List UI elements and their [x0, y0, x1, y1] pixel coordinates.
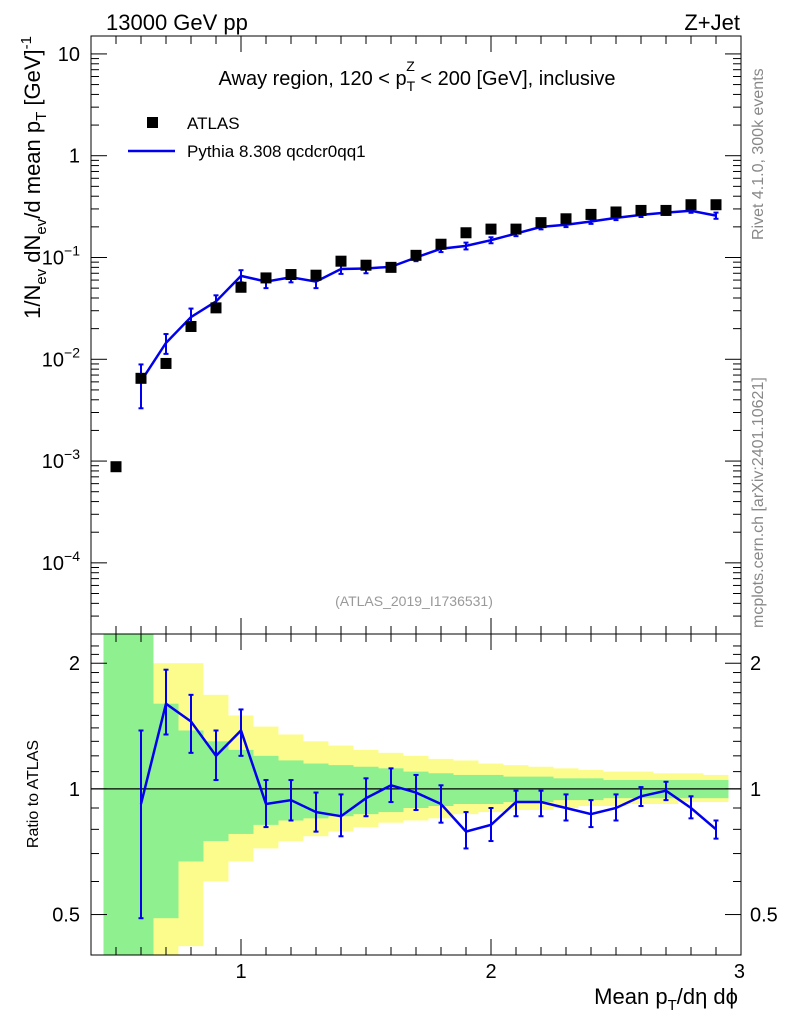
data-point — [210, 302, 222, 314]
mcplots-label: mcplots.cern.ch [arXiv:2401.10621] — [750, 377, 767, 628]
data-point — [610, 206, 622, 218]
data-point — [685, 199, 697, 211]
y-tick-label: 10−1 — [42, 242, 80, 269]
rivet-label: Rivet 4.1.0, 300k events — [750, 68, 767, 240]
x-axis-label: Mean pT/dη dϕ — [594, 984, 738, 1014]
y-tick-label: 10−2 — [42, 344, 80, 371]
ratio-y-tick-label-right: 0.5 — [750, 905, 778, 927]
data-point — [485, 223, 497, 235]
data-point — [460, 227, 472, 239]
ratio-y-ticks: 0.5 0.5 1 1 2 2 — [52, 645, 778, 956]
y-tick-exponent: −1 — [64, 242, 80, 258]
main-x-ticks — [90, 36, 742, 634]
ratio-panel: 0.5 0.5 1 1 2 2 1 2 3 Ratio to ATLAS Mean pT/dη… — [25, 633, 778, 1014]
header-right: Z+Jet — [684, 10, 740, 35]
legend-label-mc: Pythia 8.308 qcdcr0qq1 — [187, 142, 366, 161]
data-point — [310, 269, 322, 281]
ratio-y-tick-label: 1 — [69, 779, 80, 801]
data-point — [235, 281, 247, 293]
data-point — [335, 255, 347, 267]
ratio-y-tick-label: 2 — [69, 653, 80, 675]
data-point — [435, 238, 447, 250]
y-tick-base: 10 — [42, 349, 64, 371]
y-tick-label: 10−3 — [42, 446, 80, 473]
y-tick-base: 10 — [42, 553, 64, 575]
header-left: 13000 GeV pp — [106, 10, 248, 35]
y-tick-label: 1 — [69, 146, 80, 168]
ratio-y-tick-label-right: 1 — [750, 779, 761, 801]
y-tick-exponent: −3 — [64, 446, 80, 462]
x-tick-label: 2 — [485, 961, 496, 983]
ratio-y-tick-label: 0.5 — [52, 905, 80, 927]
ratio-y-tick-label-right: 2 — [750, 653, 761, 675]
legend: ATLAS Pythia 8.308 qcdcr0qq1 — [128, 114, 366, 161]
ratio-plot-content — [91, 634, 741, 955]
analysis-watermark: (ATLAS_2019_I1736531) — [335, 593, 493, 609]
data-point — [110, 461, 122, 473]
data-point — [135, 372, 147, 384]
ratio-x-ticks: 1 2 3 — [90, 634, 745, 983]
x-tick-label: 1 — [235, 961, 246, 983]
mc-line — [139, 209, 717, 382]
data-point — [585, 208, 597, 220]
ratio-line — [139, 701, 717, 834]
data-point — [710, 199, 722, 211]
y-tick-exponent: −4 — [64, 548, 80, 564]
data-point — [535, 217, 547, 229]
data-point — [510, 223, 522, 235]
data-point — [410, 249, 422, 261]
legend-label-data: ATLAS — [187, 114, 240, 133]
data-point — [160, 357, 172, 369]
ratio-y-axis-label: Ratio to ATLAS — [25, 740, 42, 848]
x-tick-label: 3 — [734, 961, 745, 983]
legend-marker-data — [147, 117, 158, 128]
y-tick-label: 10−4 — [42, 548, 80, 575]
data-point — [285, 269, 297, 281]
y-tick-base: 10 — [42, 247, 64, 269]
data-point — [560, 213, 572, 225]
main-plot-content — [110, 199, 722, 473]
y-tick-label: 10 — [58, 44, 80, 66]
data-point — [260, 272, 272, 284]
data-point — [385, 261, 397, 273]
data-point — [635, 204, 647, 216]
uncertainty-band-inner — [228, 749, 254, 834]
uncertainty-band-inner — [103, 634, 129, 955]
main-y-axis-label: 1/Nev dNev/d mean pT [GeV]-1 — [18, 36, 50, 319]
y-tick-exponent: −2 — [64, 344, 80, 360]
data-point — [660, 204, 672, 216]
data-point — [360, 259, 372, 271]
data-point — [185, 320, 197, 332]
y-tick-base: 10 — [42, 451, 64, 473]
plot-title: Away region, 120 < pTZ < 200 [GeV], incl… — [219, 58, 616, 94]
